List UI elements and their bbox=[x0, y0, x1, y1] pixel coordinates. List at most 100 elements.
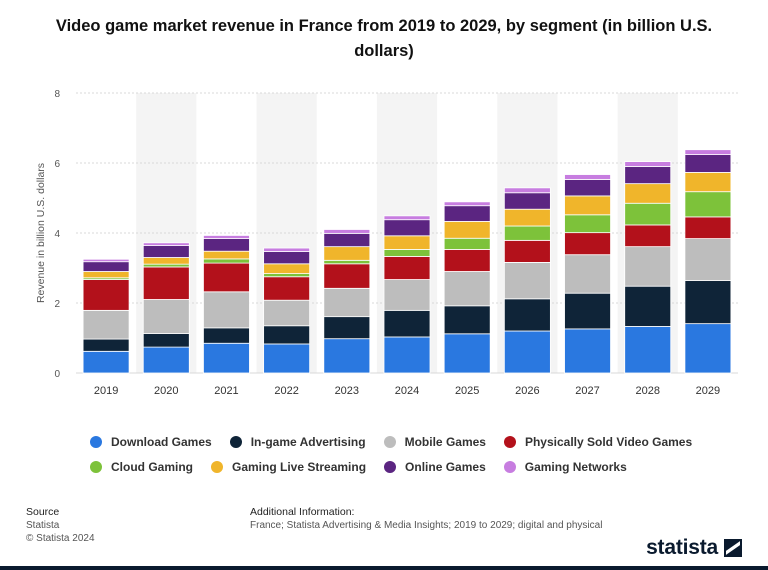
bar-segment bbox=[142, 299, 190, 334]
legend-label: Cloud Gaming bbox=[111, 460, 193, 474]
legend-item[interactable]: Online Games bbox=[384, 458, 486, 476]
statista-logo[interactable]: statista bbox=[646, 536, 742, 560]
bar-segment bbox=[443, 201, 491, 207]
bar-segment bbox=[564, 179, 611, 197]
y-tick-label: 6 bbox=[54, 159, 60, 170]
bar-segment bbox=[624, 161, 672, 167]
bar-segment bbox=[684, 154, 732, 173]
bar-segment bbox=[443, 271, 491, 307]
bar-segment bbox=[564, 254, 611, 294]
bar-segment bbox=[684, 172, 732, 193]
bar-segment bbox=[564, 214, 611, 234]
bar-segment bbox=[383, 215, 431, 221]
bar-segment bbox=[142, 245, 190, 258]
x-tick-label: 2029 bbox=[696, 385, 720, 397]
y-tick-label: 8 bbox=[54, 89, 60, 100]
legend-label: Gaming Live Streaming bbox=[232, 460, 367, 474]
bar-segment bbox=[503, 192, 551, 210]
legend-swatch bbox=[90, 461, 102, 473]
bar-segment bbox=[82, 258, 130, 263]
y-tick-label: 4 bbox=[54, 229, 60, 240]
legend-item[interactable]: Gaming Networks bbox=[503, 458, 627, 476]
bar-segment bbox=[203, 262, 250, 293]
legend-label: Mobile Games bbox=[404, 435, 486, 449]
copyright-text: © Statista 2024 bbox=[26, 533, 95, 544]
bar-segment bbox=[684, 191, 732, 218]
legend-label: Physically Sold Video Games bbox=[524, 435, 693, 449]
bar-segment bbox=[684, 280, 732, 325]
legend-item[interactable]: Cloud Gaming bbox=[90, 458, 193, 476]
bar-segment bbox=[443, 237, 491, 250]
bar-segment bbox=[564, 174, 611, 180]
legend-item[interactable]: In-game Advertising bbox=[229, 433, 366, 451]
bar-segment bbox=[263, 273, 311, 278]
x-tick-label: 2026 bbox=[515, 385, 539, 397]
x-tick-label: 2024 bbox=[395, 385, 419, 397]
logo-text: statista bbox=[646, 536, 718, 559]
legend-item[interactable]: Gaming Live Streaming bbox=[211, 458, 366, 476]
legend-item[interactable]: Physically Sold Video Games bbox=[503, 433, 693, 451]
legend-item[interactable]: Download Games bbox=[90, 433, 212, 451]
bar-segment bbox=[263, 247, 311, 252]
bar-segment bbox=[203, 327, 250, 344]
bar-segment bbox=[443, 249, 491, 272]
bar-segment bbox=[564, 195, 611, 216]
bar-segment bbox=[684, 149, 732, 155]
y-tick-label: 2 bbox=[54, 299, 60, 310]
bar-segment bbox=[263, 263, 311, 274]
x-tick-label: 2023 bbox=[335, 385, 359, 397]
bar-segment bbox=[503, 298, 551, 332]
bar-segment bbox=[684, 238, 732, 282]
bar-segment bbox=[142, 263, 190, 268]
bar-segment bbox=[82, 350, 130, 374]
bar-segment bbox=[203, 342, 250, 374]
bar-segment bbox=[443, 305, 491, 335]
source-heading: Source bbox=[26, 506, 60, 518]
bar-segment bbox=[263, 299, 311, 327]
source-name[interactable]: Statista bbox=[26, 520, 60, 531]
legend-swatch bbox=[383, 436, 396, 448]
chart-legend: Download Games In-game Advertising Mobile … bbox=[90, 433, 730, 476]
chart-title: Video game market revenue in France from… bbox=[55, 17, 713, 60]
bar-segment bbox=[142, 242, 190, 247]
legend-swatch bbox=[229, 436, 242, 448]
y-axis-label: Revenue in billion U.S. dollars bbox=[35, 163, 47, 303]
bar-segment bbox=[142, 333, 190, 348]
bar-segment bbox=[323, 246, 371, 261]
y-tick-label: 0 bbox=[54, 369, 60, 380]
bar-segment bbox=[203, 258, 250, 264]
legend-swatch bbox=[211, 461, 223, 473]
bar-segment bbox=[263, 276, 311, 301]
legend-item[interactable]: Mobile Games bbox=[383, 433, 486, 451]
bar-segment bbox=[624, 202, 672, 226]
bar-segment bbox=[503, 208, 551, 227]
bar-segment bbox=[624, 224, 672, 248]
bar-segment bbox=[323, 229, 371, 234]
bar-segment bbox=[82, 271, 130, 279]
bar-segment bbox=[263, 325, 311, 345]
x-tick-label: 2028 bbox=[635, 385, 659, 397]
bar-segment bbox=[323, 316, 371, 340]
bar-segment bbox=[383, 219, 431, 237]
bar-segment bbox=[203, 238, 250, 252]
x-tick-label: 2021 bbox=[214, 385, 238, 397]
bar-segment bbox=[624, 183, 672, 204]
bar-segment bbox=[383, 256, 431, 280]
bar-segment bbox=[323, 263, 371, 289]
bar-segment bbox=[82, 261, 130, 272]
legend-label: In-game Advertising bbox=[250, 435, 366, 449]
additional-info-block: Additional Information: France; Statista… bbox=[250, 506, 602, 532]
bar-segment bbox=[564, 328, 611, 374]
legend-swatch bbox=[503, 461, 516, 473]
x-tick-label: 2019 bbox=[94, 385, 118, 397]
source-block: Source Statista © Statista 2024 bbox=[26, 506, 95, 545]
bar-segment bbox=[624, 285, 672, 327]
bar-segment bbox=[383, 235, 431, 250]
legend-swatch bbox=[384, 461, 397, 473]
bar-segment bbox=[263, 343, 311, 374]
bar-segment bbox=[263, 251, 311, 265]
legend-swatch bbox=[503, 436, 516, 448]
legend-label: Gaming Networks bbox=[524, 460, 627, 474]
additional-info-heading: Additional Information: bbox=[250, 506, 355, 518]
bar-segment bbox=[323, 259, 371, 265]
